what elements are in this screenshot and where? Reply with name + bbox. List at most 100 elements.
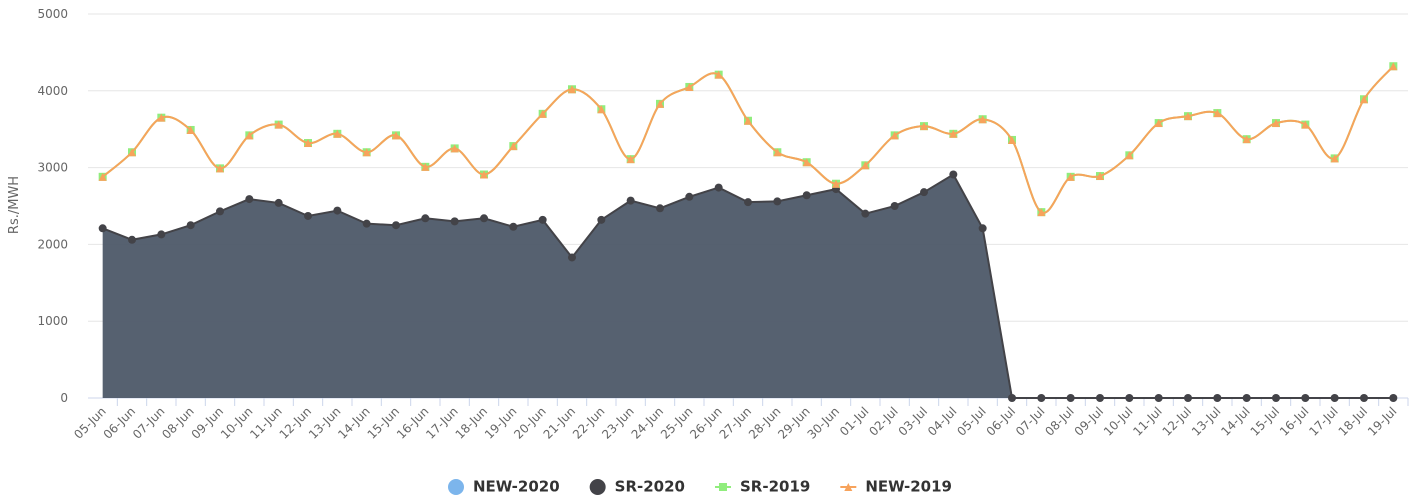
marker — [1037, 394, 1046, 402]
marker — [421, 214, 430, 223]
marker — [362, 219, 371, 228]
marker — [333, 129, 342, 138]
x-tick-label: 07-Jul — [1013, 404, 1047, 438]
marker — [1301, 120, 1310, 129]
legend-symbol — [589, 479, 606, 495]
marker — [1066, 394, 1075, 402]
marker — [392, 221, 400, 230]
marker — [1184, 394, 1192, 402]
marker — [509, 142, 518, 151]
marker — [538, 109, 547, 118]
x-tick-label: 21-Jun — [541, 404, 578, 441]
marker — [480, 170, 488, 179]
marker — [186, 125, 195, 134]
x-tick-label: 25-Jun — [658, 404, 695, 441]
x-tick-label: 13-Jun — [306, 404, 343, 441]
y-tick-label: 4000 — [37, 84, 68, 98]
marker — [832, 179, 840, 188]
marker — [978, 115, 987, 124]
marker — [245, 131, 254, 140]
marker — [773, 197, 782, 206]
marker — [1242, 394, 1251, 402]
x-tick-label: 30-Jun — [805, 404, 842, 441]
x-tick-label: 02-Jul — [866, 404, 900, 438]
x-tick-label: 29-Jun — [775, 404, 812, 441]
x-tick-label: 12-Jul — [1160, 404, 1194, 438]
legend-label: NEW-2019 — [865, 478, 952, 496]
marker — [1125, 394, 1134, 402]
x-tick-label: 05-Jul — [954, 404, 988, 438]
legend-symbol — [448, 479, 464, 495]
marker — [773, 148, 782, 157]
x-tick-label: 28-Jun — [746, 404, 783, 441]
marker — [568, 253, 576, 262]
marker — [1184, 112, 1192, 121]
x-tick-label: 22-Jun — [570, 404, 607, 441]
marker — [1154, 394, 1163, 402]
x-tick-label: 19-Jun — [482, 404, 519, 441]
marker — [920, 188, 928, 197]
x-tick-label: 24-Jun — [629, 404, 666, 441]
marker — [1330, 154, 1339, 163]
marker — [861, 209, 870, 218]
x-tick-label: 18-Jul — [1336, 404, 1370, 438]
marker — [1389, 62, 1398, 71]
x-tick-label: 08-Jul — [1042, 404, 1076, 438]
x-tick-label: 10-Jun — [218, 404, 255, 441]
x-tick-label: 20-Jun — [511, 404, 548, 441]
marker — [718, 483, 727, 491]
marker — [1066, 172, 1075, 181]
marker — [333, 206, 342, 215]
marker — [861, 161, 870, 170]
y-tick-label: 5000 — [37, 7, 68, 21]
marker — [1096, 394, 1104, 402]
x-tick-label: 12-Jun — [277, 404, 314, 441]
marker — [685, 192, 694, 201]
marker — [157, 230, 166, 239]
marker — [1272, 119, 1280, 128]
series — [98, 170, 1398, 402]
x-tick-label: 03-Jul — [896, 404, 930, 438]
marker — [1301, 394, 1310, 402]
marker — [744, 116, 752, 125]
marker — [186, 221, 195, 230]
y-tick-label: 2000 — [37, 237, 68, 251]
marker — [1213, 394, 1222, 402]
x-tick-label: 16-Jun — [394, 404, 431, 441]
marker — [216, 164, 224, 173]
x-tick-label: 11-Jun — [247, 404, 284, 441]
x-tick-label: 01-Jul — [837, 404, 871, 438]
x-tick-label: 07-Jun — [130, 404, 167, 441]
x-tick-label: 18-Jun — [453, 404, 490, 441]
marker — [1389, 394, 1398, 402]
marker — [480, 214, 488, 223]
x-tick-label: 09-Jul — [1072, 404, 1106, 438]
x-tick-label: 11-Jul — [1130, 404, 1164, 438]
marker — [597, 215, 606, 224]
y-tick-label: 1000 — [37, 314, 68, 328]
x-tick-label: 17-Jul — [1306, 404, 1340, 438]
x-tick-label: 15-Jul — [1248, 404, 1282, 438]
x-tick-label: 19-Jul — [1365, 404, 1399, 438]
x-tick-label: 14-Jun — [335, 404, 372, 441]
legend-label: SR-2020 — [615, 478, 685, 496]
x-tick-label: 14-Jul — [1218, 404, 1252, 438]
marker — [216, 207, 224, 216]
marker — [1330, 394, 1339, 402]
marker — [98, 172, 107, 181]
marker — [362, 148, 371, 157]
marker — [626, 196, 635, 205]
marker — [392, 131, 400, 140]
marker — [128, 148, 136, 157]
x-tick-label: 26-Jun — [687, 404, 724, 441]
marker — [1125, 151, 1134, 160]
marker — [274, 198, 283, 207]
marker — [568, 85, 576, 94]
marker — [714, 70, 723, 79]
x-tick-label: 08-Jun — [159, 404, 196, 441]
x-tick-label: 17-Jun — [423, 404, 460, 441]
marker — [685, 82, 694, 91]
line — [102, 65, 1395, 214]
marker — [714, 183, 723, 192]
